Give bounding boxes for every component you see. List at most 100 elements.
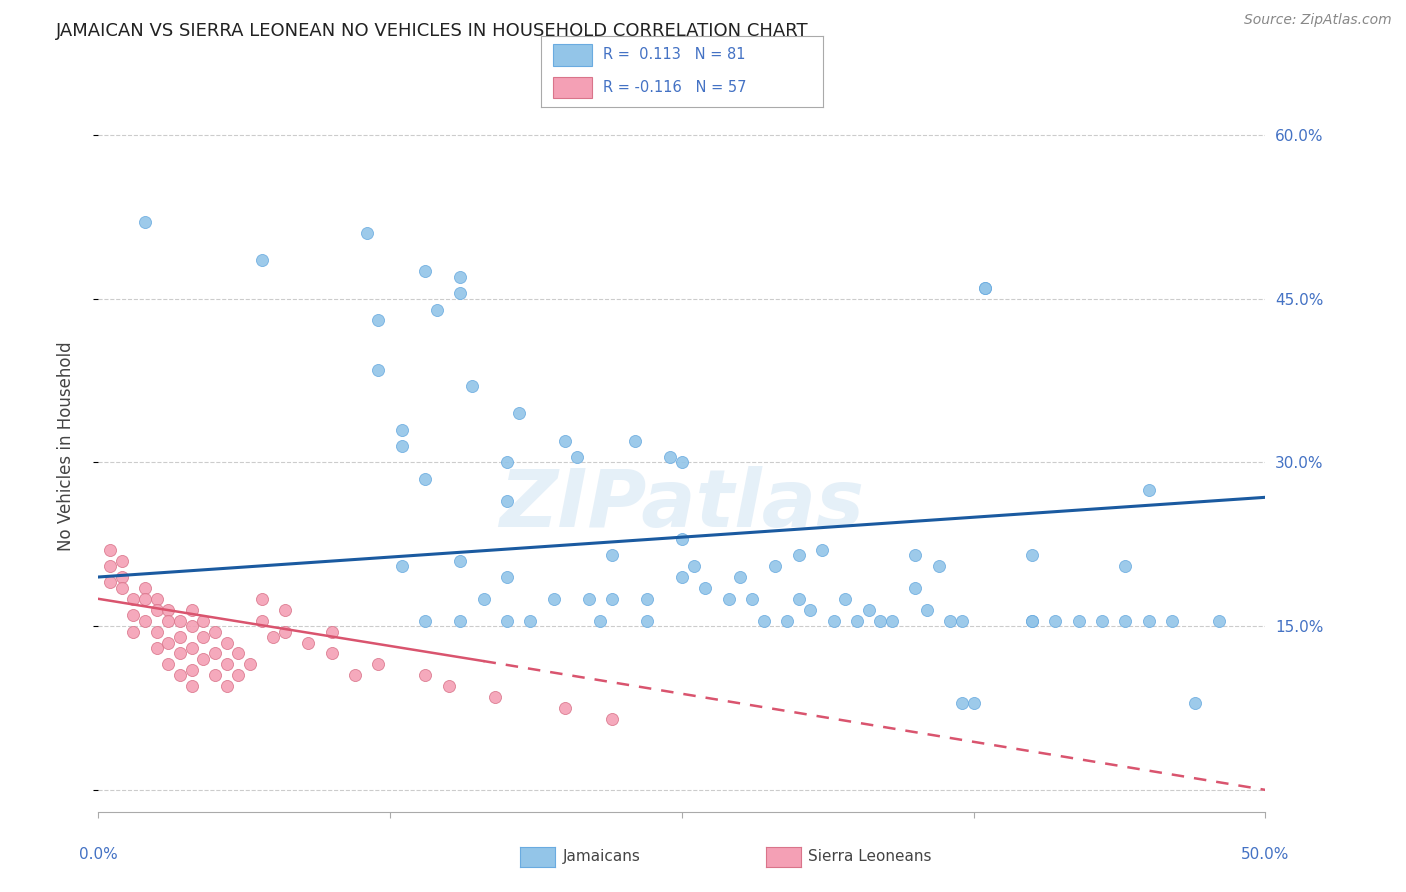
Point xyxy=(98,542,121,557)
Point xyxy=(169,630,191,644)
Point xyxy=(146,640,169,655)
Point xyxy=(869,614,891,628)
Point xyxy=(671,532,693,546)
Point xyxy=(636,591,658,606)
Point xyxy=(204,668,226,682)
Point xyxy=(122,624,145,639)
Point xyxy=(1021,614,1043,628)
Point xyxy=(472,591,495,606)
Point xyxy=(193,630,215,644)
Point xyxy=(449,269,471,284)
Point xyxy=(157,603,180,617)
Point xyxy=(823,614,845,628)
Point xyxy=(565,450,588,464)
Point xyxy=(1114,559,1136,574)
Point xyxy=(134,591,156,606)
Point xyxy=(262,630,284,644)
Point xyxy=(146,624,169,639)
Point xyxy=(157,635,180,649)
Point xyxy=(169,647,191,661)
Point xyxy=(134,614,156,628)
Point xyxy=(228,647,250,661)
Bar xyxy=(553,45,592,66)
Text: ZIPatlas: ZIPatlas xyxy=(499,466,865,543)
Point xyxy=(111,554,134,568)
Point xyxy=(169,668,191,682)
Point xyxy=(111,570,134,584)
Point xyxy=(321,624,343,639)
Point xyxy=(122,608,145,623)
Point xyxy=(449,286,471,301)
Point xyxy=(413,668,436,682)
Point xyxy=(215,657,238,672)
Point xyxy=(413,264,436,278)
Point xyxy=(239,657,262,672)
Point xyxy=(297,635,319,649)
Point xyxy=(344,668,367,682)
Point xyxy=(180,603,202,617)
Point xyxy=(578,591,600,606)
Point xyxy=(589,614,612,628)
Y-axis label: No Vehicles in Household: No Vehicles in Household xyxy=(56,341,75,551)
Point xyxy=(1184,696,1206,710)
Point xyxy=(215,635,238,649)
Point xyxy=(974,281,997,295)
Point xyxy=(787,591,810,606)
Point xyxy=(98,575,121,590)
Point xyxy=(717,591,740,606)
Point xyxy=(799,603,821,617)
Point xyxy=(449,554,471,568)
Point xyxy=(122,591,145,606)
Point xyxy=(391,439,413,453)
Point xyxy=(600,548,623,562)
Point xyxy=(915,603,938,617)
Text: JAMAICAN VS SIERRA LEONEAN NO VEHICLES IN HOUSEHOLD CORRELATION CHART: JAMAICAN VS SIERRA LEONEAN NO VEHICLES I… xyxy=(56,22,808,40)
Point xyxy=(215,679,238,693)
Point xyxy=(1067,614,1090,628)
Point xyxy=(204,647,226,661)
Point xyxy=(413,614,436,628)
Point xyxy=(834,591,856,606)
Point xyxy=(939,614,962,628)
Point xyxy=(437,679,460,693)
Point xyxy=(904,581,927,595)
Text: R =  0.113   N = 81: R = 0.113 N = 81 xyxy=(603,47,745,62)
Point xyxy=(367,362,389,376)
Point xyxy=(741,591,763,606)
Point xyxy=(1091,614,1114,628)
Point xyxy=(671,570,693,584)
Point xyxy=(730,570,752,584)
Point xyxy=(950,696,973,710)
Point xyxy=(169,614,191,628)
Point xyxy=(554,701,576,715)
Point xyxy=(846,614,869,628)
Point xyxy=(228,668,250,682)
Point xyxy=(321,647,343,661)
Text: Source: ZipAtlas.com: Source: ZipAtlas.com xyxy=(1244,13,1392,28)
Point xyxy=(180,679,202,693)
Point xyxy=(1114,614,1136,628)
Point xyxy=(787,548,810,562)
Point xyxy=(146,591,169,606)
Point xyxy=(367,657,389,672)
Point xyxy=(962,696,984,710)
Point xyxy=(1208,614,1230,628)
Point xyxy=(624,434,647,448)
Point xyxy=(858,603,880,617)
Point xyxy=(763,559,786,574)
Point xyxy=(1161,614,1184,628)
Point xyxy=(636,614,658,628)
Point xyxy=(671,455,693,469)
Point xyxy=(461,379,484,393)
Point xyxy=(904,548,927,562)
Point xyxy=(776,614,799,628)
Point xyxy=(682,559,704,574)
Point xyxy=(1021,614,1043,628)
Point xyxy=(495,455,517,469)
Text: 0.0%: 0.0% xyxy=(79,847,118,862)
Point xyxy=(508,406,530,420)
Point xyxy=(880,614,903,628)
Point xyxy=(391,423,413,437)
Text: 50.0%: 50.0% xyxy=(1241,847,1289,862)
Text: Jamaicans: Jamaicans xyxy=(562,849,640,863)
